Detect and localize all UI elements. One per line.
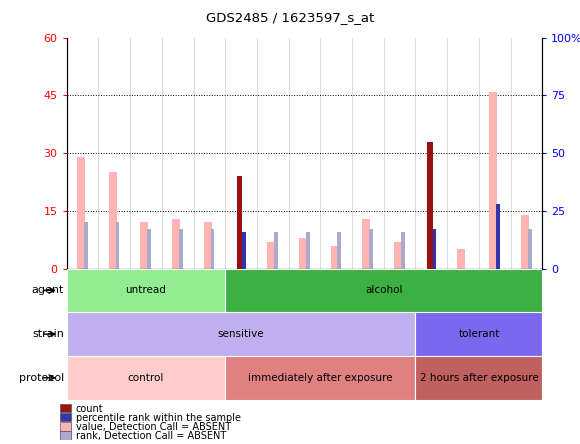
Bar <box>60 431 71 440</box>
Bar <box>299 238 307 269</box>
Bar <box>225 356 415 400</box>
Bar <box>115 222 119 269</box>
Text: control: control <box>128 373 164 383</box>
Bar <box>433 230 436 269</box>
Text: percentile rank within the sample: percentile rank within the sample <box>75 412 241 423</box>
Bar <box>331 246 339 269</box>
Text: tolerant: tolerant <box>458 329 499 339</box>
Bar <box>458 250 465 269</box>
Bar <box>77 157 85 269</box>
Bar <box>225 269 542 312</box>
Bar <box>242 232 246 269</box>
Text: GDS2485 / 1623597_s_at: GDS2485 / 1623597_s_at <box>206 11 374 24</box>
Bar <box>60 404 71 412</box>
Text: untread: untread <box>125 285 166 295</box>
Text: protocol: protocol <box>19 373 64 383</box>
Bar <box>496 204 500 269</box>
Bar <box>274 232 278 269</box>
Bar <box>67 312 415 356</box>
Bar <box>267 242 275 269</box>
Bar <box>147 230 151 269</box>
Bar <box>140 222 148 269</box>
Bar <box>338 232 341 269</box>
Bar <box>67 356 225 400</box>
Bar <box>401 232 405 269</box>
Bar <box>369 230 373 269</box>
Bar <box>427 142 433 269</box>
Text: agent: agent <box>31 285 64 295</box>
Text: strain: strain <box>32 329 64 339</box>
Bar <box>237 176 242 269</box>
Bar <box>84 222 88 269</box>
Bar <box>179 230 183 269</box>
Bar <box>108 172 117 269</box>
Bar <box>60 422 71 431</box>
Text: immediately after exposure: immediately after exposure <box>248 373 393 383</box>
Bar <box>67 269 225 312</box>
Bar <box>528 230 531 269</box>
Bar <box>394 242 402 269</box>
Text: alcohol: alcohol <box>365 285 403 295</box>
Bar <box>521 215 529 269</box>
Text: count: count <box>75 404 103 414</box>
Bar <box>60 413 71 421</box>
Bar <box>211 230 215 269</box>
Bar <box>204 222 212 269</box>
Text: rank, Detection Call = ABSENT: rank, Detection Call = ABSENT <box>75 431 226 441</box>
Bar <box>489 91 497 269</box>
Bar <box>362 218 370 269</box>
Bar <box>306 232 310 269</box>
Text: value, Detection Call = ABSENT: value, Detection Call = ABSENT <box>75 422 231 432</box>
Text: sensitive: sensitive <box>218 329 264 339</box>
Bar <box>172 218 180 269</box>
Bar <box>415 356 542 400</box>
Text: 2 hours after exposure: 2 hours after exposure <box>419 373 538 383</box>
Bar <box>415 312 542 356</box>
